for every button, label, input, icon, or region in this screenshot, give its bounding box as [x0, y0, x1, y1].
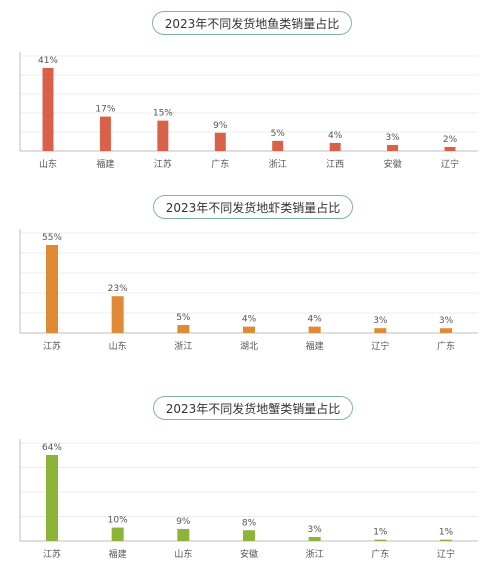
bar: [243, 530, 255, 541]
bar: [444, 146, 456, 151]
category-label: 辽宁: [441, 158, 459, 170]
category-label: 湖北: [240, 341, 258, 352]
bar: [308, 326, 321, 333]
bar: [42, 68, 54, 151]
data-label: 2%: [443, 135, 458, 145]
bar: [111, 296, 124, 333]
bar: [177, 325, 190, 333]
category-label: 广东: [211, 158, 229, 170]
data-label: 9%: [213, 121, 228, 131]
category-label: 山东: [174, 548, 192, 560]
category-label: 江西: [326, 159, 344, 170]
data-label: 8%: [242, 518, 257, 528]
category-label: 浙江: [174, 340, 192, 352]
bar: [111, 527, 124, 541]
bar: [99, 116, 111, 151]
data-label: 1%: [373, 528, 388, 538]
category-label: 福建: [306, 340, 324, 352]
data-label: 3%: [439, 316, 454, 326]
data-label: 17%: [95, 105, 115, 115]
category-label: 江苏: [43, 548, 61, 560]
category-label: 江苏: [43, 340, 61, 352]
data-label: 55%: [42, 233, 62, 243]
bar: [157, 120, 169, 151]
bar: [243, 326, 255, 333]
category-label: 福建: [96, 158, 114, 170]
category-label: 辽宁: [371, 340, 389, 352]
bar: [46, 455, 58, 541]
category-label: 安徽: [384, 158, 402, 170]
data-label: 3%: [373, 316, 388, 326]
data-label: 3%: [308, 525, 323, 535]
category-label: 山东: [109, 340, 127, 352]
data-label: 5%: [271, 129, 286, 139]
data-label: 4%: [328, 131, 343, 141]
chart-title: 2023年不同发货地虾类销量占比: [153, 195, 353, 219]
category-label: 安徽: [240, 548, 258, 560]
data-label: 15%: [153, 109, 173, 119]
bar: [440, 539, 452, 541]
bar: [374, 539, 387, 541]
category-label: 山东: [39, 158, 57, 170]
chart-title: 2023年不同发货地蟹类销量占比: [153, 396, 353, 420]
category-label: 浙江: [269, 158, 287, 170]
bar: [329, 142, 341, 151]
data-label: 3%: [385, 133, 400, 143]
bar: [214, 132, 226, 151]
data-label: 4%: [242, 315, 257, 325]
bar: [387, 144, 399, 151]
category-label: 江苏: [154, 158, 172, 170]
category-label: 广东: [371, 548, 389, 560]
bar: [46, 245, 58, 333]
bar: [440, 328, 452, 333]
data-label: 4%: [308, 315, 323, 325]
bar: [308, 536, 321, 541]
data-label: 64%: [42, 443, 62, 453]
category-label: 辽宁: [437, 548, 455, 560]
bar: [374, 328, 387, 333]
chart-title: 2023年不同发货地鱼类销量占比: [152, 11, 352, 35]
bar: [177, 528, 190, 541]
category-label: 浙江: [306, 548, 324, 560]
data-label: 10%: [108, 516, 128, 526]
data-label: 1%: [439, 528, 454, 538]
data-label: 23%: [108, 284, 128, 294]
data-label: 9%: [176, 517, 191, 527]
category-label: 福建: [109, 548, 127, 560]
bar: [272, 140, 284, 151]
data-label: 5%: [176, 313, 191, 323]
data-label: 41%: [38, 56, 58, 66]
category-label: 广东: [437, 340, 455, 352]
